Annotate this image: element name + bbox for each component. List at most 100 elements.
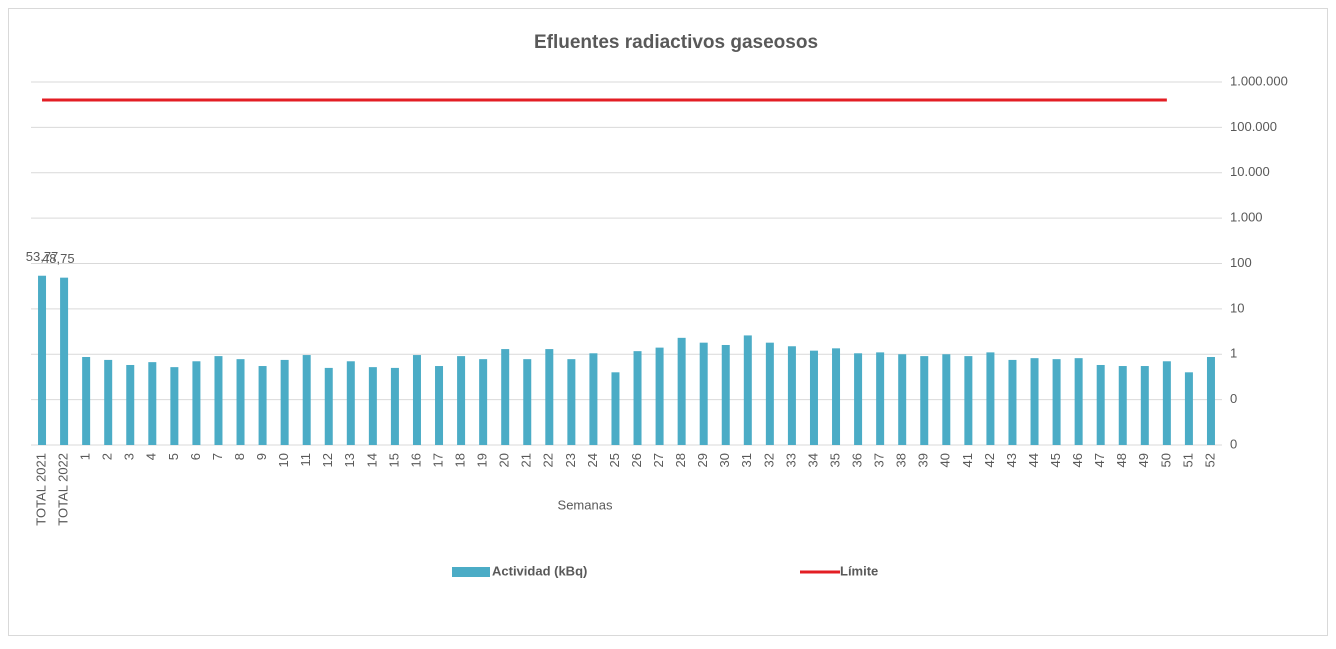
x-tick-label: 24 <box>585 453 600 467</box>
bar <box>986 352 995 445</box>
bar <box>368 367 377 445</box>
x-tick-label: 42 <box>982 453 997 467</box>
x-tick-label: 22 <box>541 453 556 467</box>
bar <box>412 355 421 445</box>
bar <box>82 356 91 445</box>
x-tick-label: 23 <box>563 453 578 467</box>
x-tick-label: 14 <box>364 453 379 467</box>
bar <box>787 346 796 445</box>
bar <box>435 366 444 445</box>
x-tick-label: 15 <box>386 453 401 467</box>
bar <box>765 342 774 445</box>
bar <box>832 348 841 445</box>
x-tick-label: 30 <box>717 453 732 467</box>
x-tick-label: TOTAL 2022 <box>56 453 71 526</box>
x-tick-label: 11 <box>298 453 313 467</box>
x-tick-label: 40 <box>938 453 953 467</box>
legend-swatch <box>452 567 490 577</box>
bar <box>170 367 179 445</box>
bar <box>236 359 245 445</box>
bar <box>1030 358 1039 445</box>
bar <box>920 356 929 445</box>
x-tick-label: 31 <box>739 453 754 467</box>
x-tick-label: 50 <box>1158 453 1173 467</box>
x-tick-label: 47 <box>1092 453 1107 467</box>
chart-title: Efluentes radiactivos gaseosos <box>534 32 818 53</box>
x-tick-label: 25 <box>607 453 622 467</box>
x-tick-label: 32 <box>761 453 776 467</box>
x-tick-label: 7 <box>210 453 225 460</box>
y-tick-label: 0 <box>1230 436 1237 451</box>
bar <box>655 347 664 445</box>
bar <box>1074 358 1083 445</box>
x-tick-label: 44 <box>1026 453 1041 467</box>
y-tick-label: 10.000 <box>1230 164 1270 179</box>
bar <box>854 353 863 445</box>
x-tick-label: 9 <box>254 453 269 460</box>
bar <box>60 277 69 445</box>
bar <box>258 366 267 445</box>
bar <box>1206 356 1215 445</box>
bar <box>457 356 466 445</box>
bar <box>324 367 333 445</box>
x-tick-label: 1 <box>78 453 93 460</box>
x-tick-label: 43 <box>1004 453 1019 467</box>
x-tick-label: 27 <box>651 453 666 467</box>
y-tick-label: 0 <box>1230 391 1237 406</box>
y-tick-label: 100 <box>1230 255 1252 270</box>
x-tick-label: 18 <box>453 453 468 467</box>
bar <box>898 354 907 445</box>
x-tick-label: 39 <box>916 453 931 467</box>
x-tick-label: 29 <box>695 453 710 467</box>
x-tick-label: 45 <box>1048 453 1063 467</box>
legend-label: Actividad (kBq) <box>492 563 587 578</box>
bar <box>38 275 47 445</box>
bar <box>1052 359 1061 445</box>
bar <box>104 359 113 445</box>
bar <box>390 367 399 445</box>
bar <box>964 356 973 445</box>
bar <box>1096 364 1105 445</box>
x-tick-label: 20 <box>497 453 512 467</box>
x-tick-label: 13 <box>342 453 357 467</box>
bar <box>633 351 642 445</box>
x-tick-label: 49 <box>1136 453 1151 467</box>
x-tick-label: 17 <box>430 453 445 467</box>
x-tick-label: 4 <box>144 453 159 460</box>
bar <box>1162 361 1171 445</box>
x-tick-label: 21 <box>519 453 534 467</box>
legend-label: Límite <box>840 563 878 578</box>
y-tick-label: 1.000 <box>1230 210 1263 225</box>
x-tick-label: 33 <box>783 453 798 467</box>
data-label: 53,77 <box>26 249 59 264</box>
bar <box>214 356 223 445</box>
x-axis-label: Semanas <box>558 497 613 512</box>
x-tick-label: 48 <box>1114 453 1129 467</box>
bar <box>1184 372 1193 445</box>
bar <box>567 359 576 445</box>
bar <box>545 349 554 445</box>
bar <box>1140 366 1149 445</box>
bar <box>302 355 311 445</box>
y-tick-label: 10 <box>1230 300 1244 315</box>
x-tick-label: 37 <box>872 453 887 467</box>
y-tick-label: 100.000 <box>1230 119 1277 134</box>
bar <box>523 359 532 445</box>
x-tick-label: 16 <box>408 453 423 467</box>
bar <box>721 344 730 445</box>
x-tick-label: 26 <box>629 453 644 467</box>
x-tick-label: 51 <box>1180 453 1195 467</box>
bar <box>809 350 818 445</box>
x-tick-label: 52 <box>1202 453 1217 467</box>
bar <box>479 359 488 445</box>
bar <box>1118 366 1127 445</box>
x-tick-label: 36 <box>850 453 865 467</box>
bar <box>876 352 885 445</box>
x-tick-label: 38 <box>894 453 909 467</box>
data-label: 48,75 <box>42 251 75 266</box>
x-tick-label: 8 <box>232 453 247 460</box>
x-tick-label: 2 <box>100 453 115 460</box>
x-tick-label: 5 <box>166 453 181 460</box>
bar <box>501 349 510 445</box>
bar <box>743 335 752 445</box>
